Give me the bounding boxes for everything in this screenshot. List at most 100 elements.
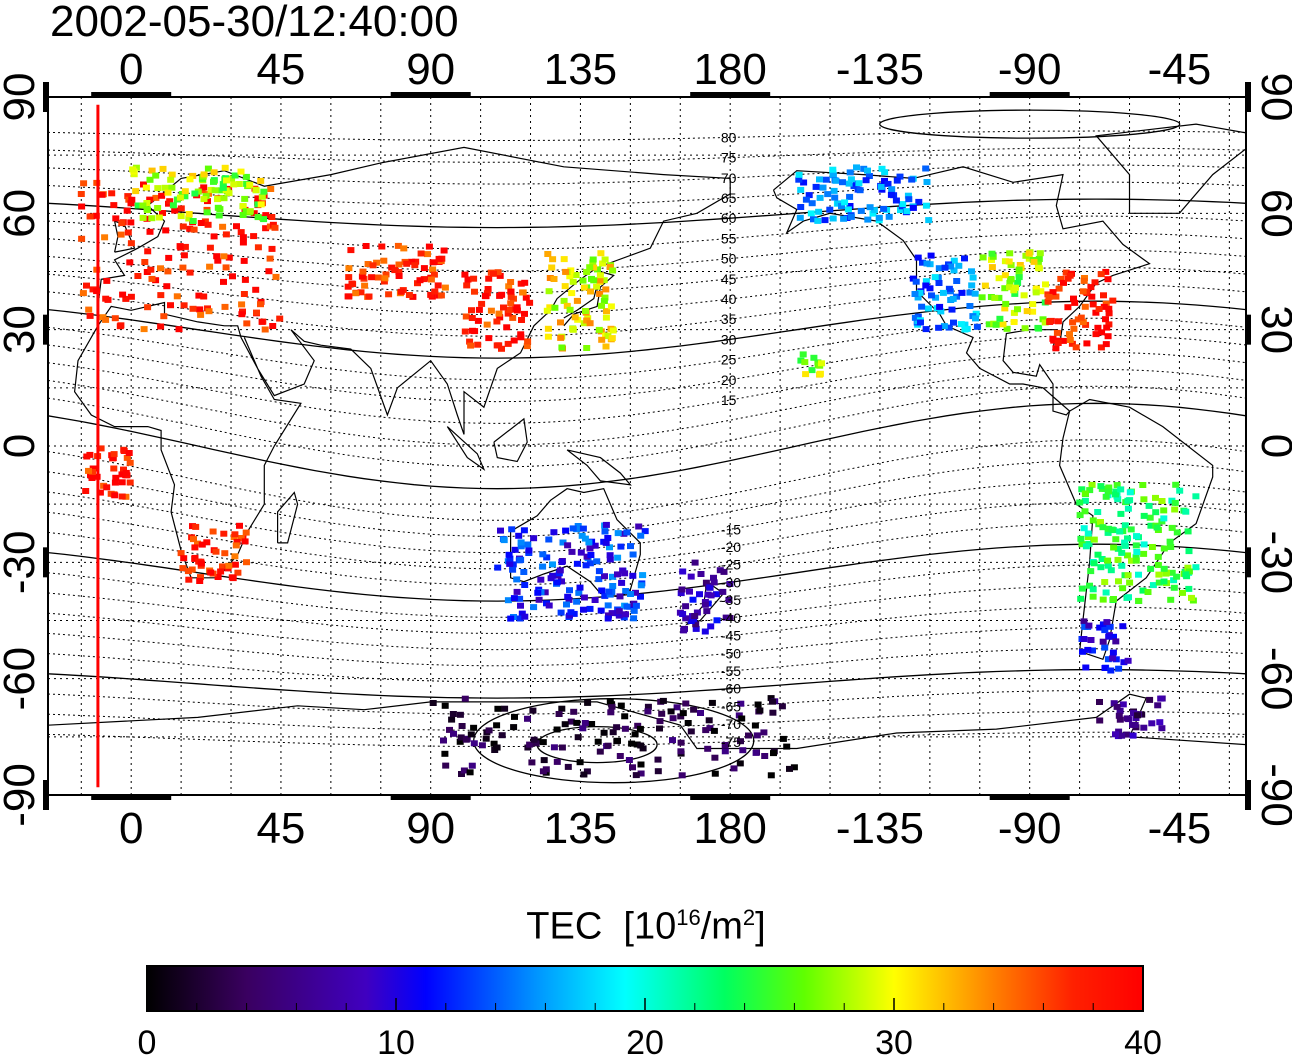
tec-cell <box>1109 297 1117 304</box>
tec-cell <box>805 192 813 199</box>
tec-cell <box>1085 622 1093 629</box>
tec-cell <box>557 334 565 341</box>
tec-cell <box>988 256 995 263</box>
tec-cell <box>1089 301 1097 308</box>
tec-cell <box>222 264 230 271</box>
tec-cell <box>609 729 617 736</box>
tec-cell <box>569 326 577 333</box>
tec-cell <box>639 572 647 579</box>
right-lat-tick-label: -90 <box>1252 763 1292 827</box>
tec-cell <box>262 225 270 232</box>
tec-cell <box>429 266 437 273</box>
tec-cell <box>710 574 717 581</box>
tec-cell <box>210 178 217 185</box>
mlat-contour <box>48 668 1246 699</box>
tec-cell <box>950 257 958 264</box>
tec-cell <box>673 704 681 711</box>
tec-cell <box>917 319 924 326</box>
tec-cell <box>140 326 148 333</box>
tec-cell <box>614 571 621 578</box>
tec-cell <box>189 172 197 179</box>
tec-cell <box>201 218 209 225</box>
frame-bar-top <box>989 92 1070 98</box>
tec-cell <box>474 317 482 324</box>
tec-cell <box>513 588 521 595</box>
tec-cell <box>126 459 134 466</box>
tec-cell <box>846 169 854 176</box>
tec-cell <box>110 451 118 458</box>
tec-cell <box>362 243 370 249</box>
tec-cell <box>250 233 258 240</box>
tec-cell <box>1054 340 1062 346</box>
tec-cell <box>561 721 569 728</box>
tec-cell <box>614 737 621 744</box>
tec-cell <box>498 345 505 352</box>
tec-cell <box>78 235 86 242</box>
tec-cell <box>909 204 917 211</box>
tec-cell <box>711 754 719 761</box>
tec-cell <box>575 589 583 596</box>
tec-cell <box>197 574 204 581</box>
tec-cell <box>517 543 525 550</box>
tec-cell <box>1124 657 1132 664</box>
colorbar-unit-prefix: [10 <box>623 905 677 948</box>
tec-cell <box>783 743 791 750</box>
colorbar-ticks: 0 10 20 30 40 <box>138 998 1162 1057</box>
tec-cell <box>1124 535 1131 542</box>
tec-cell <box>109 455 117 462</box>
tec-cell <box>539 563 547 570</box>
tec-cell <box>949 295 957 302</box>
mlat-label: 55 <box>721 230 737 246</box>
tec-cell <box>686 588 693 595</box>
tec-cell <box>1097 564 1105 571</box>
tec-cell <box>1124 505 1132 512</box>
coastline <box>73 146 731 579</box>
tec-cell <box>598 336 606 343</box>
tec-cell <box>704 745 712 752</box>
tec-cell <box>478 742 486 749</box>
mlat-label: 20 <box>721 372 737 388</box>
tec-cell <box>210 169 218 176</box>
tec-cell <box>200 196 208 203</box>
tec-cell <box>1117 486 1125 493</box>
right-lat-tick-label: 30 <box>1252 305 1292 354</box>
tec-cell <box>607 709 615 716</box>
tec-cell <box>583 768 591 775</box>
mlat-label: -40 <box>721 610 741 626</box>
tec-cell <box>1170 584 1178 591</box>
tec-cell <box>194 540 201 547</box>
tec-cell <box>521 310 528 317</box>
tec-cell <box>1078 541 1086 548</box>
graticule <box>48 97 1246 795</box>
frame-bar-right <box>1245 547 1251 578</box>
tec-cell <box>914 294 922 301</box>
tec-cell <box>144 248 152 255</box>
tec-cell <box>196 306 204 313</box>
tec-cell <box>796 214 804 221</box>
tec-cell <box>1105 305 1113 312</box>
tec-cell <box>233 223 240 230</box>
tec-cell <box>83 453 91 460</box>
tec-cell <box>127 293 135 300</box>
tec-cell <box>181 243 189 250</box>
tec-cell <box>520 569 528 575</box>
tec-cell <box>181 193 189 200</box>
tec-cell <box>1113 482 1121 489</box>
tec-cell <box>101 234 109 241</box>
tec-cell <box>394 242 402 249</box>
tec-cell <box>111 479 119 486</box>
tec-cell <box>816 194 824 201</box>
tec-cell <box>497 527 504 534</box>
tec-cell <box>180 302 188 309</box>
tec-cell <box>1066 272 1074 279</box>
tec-cell <box>177 205 185 212</box>
tec-cell <box>494 269 502 276</box>
tec-cell <box>807 210 815 217</box>
tec-cell <box>968 282 976 289</box>
tec-cell <box>221 303 229 310</box>
tec-cell <box>461 328 469 335</box>
tec-cell <box>1010 287 1018 294</box>
tec-cell <box>586 560 594 567</box>
tec-cell <box>1134 712 1142 719</box>
colorbar-tick-label: 20 <box>626 1024 664 1057</box>
